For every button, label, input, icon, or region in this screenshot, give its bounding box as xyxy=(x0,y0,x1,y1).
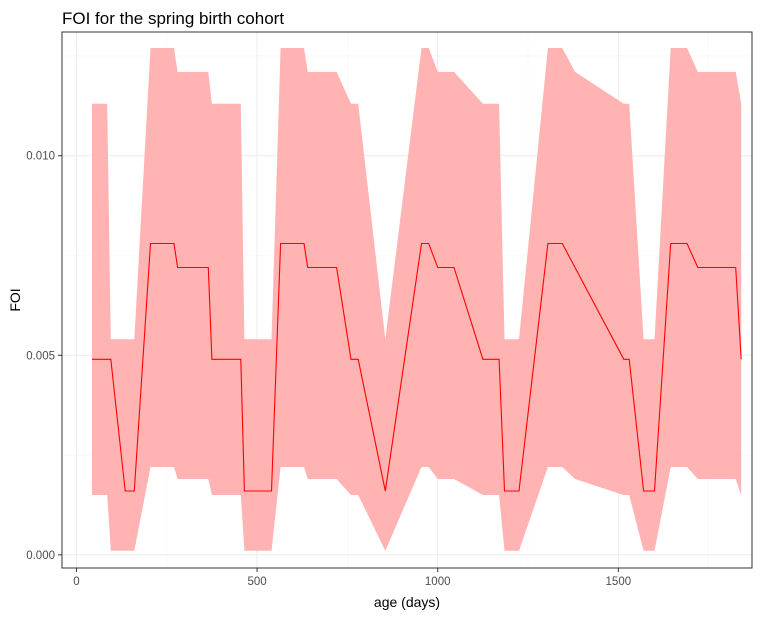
x-tick-label: 1000 xyxy=(425,576,451,588)
chart-title: FOI for the spring birth cohort xyxy=(62,9,284,28)
foi-estimate-line xyxy=(92,242,742,492)
y-axis-label: FOI xyxy=(7,288,23,311)
x-tick-label: 1500 xyxy=(606,576,632,588)
x-tick-label: 0 xyxy=(73,576,79,588)
plot-panel-border xyxy=(61,31,753,569)
y-tick-label: 0.000 xyxy=(26,550,55,562)
x-axis-label: age (days) xyxy=(374,594,440,610)
confidence-ribbon xyxy=(92,48,742,551)
x-tick-label: 500 xyxy=(247,576,266,588)
y-tick-label: 0.005 xyxy=(26,350,55,362)
x-axis: 0 500 1000 1500 xyxy=(73,568,631,588)
y-axis: 0.000 0.005 0.010 xyxy=(26,151,62,562)
y-tick-label: 0.010 xyxy=(26,151,55,163)
